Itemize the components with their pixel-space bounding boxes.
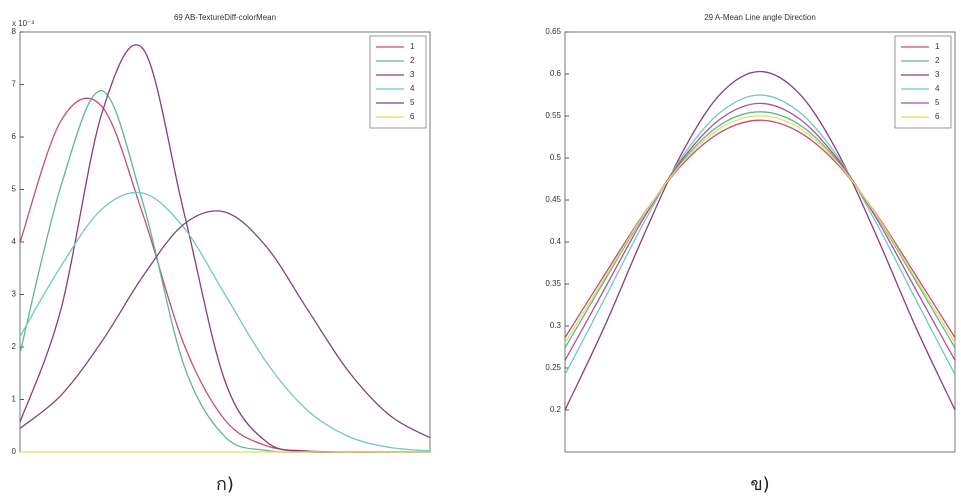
chart-title: 69 AB-TextureDiff-colorMean [174, 13, 276, 22]
y-tick-label: 0.4 [550, 237, 562, 246]
legend-label: 5 [935, 98, 940, 107]
caption: ข) [750, 474, 769, 495]
legend-label: 2 [410, 56, 415, 65]
y-tick-label: 7 [12, 80, 17, 89]
legend-label: 1 [935, 42, 940, 51]
y-tick-label: 8 [12, 27, 17, 36]
series-line [564, 102, 956, 361]
y-tick-label: 0.55 [545, 111, 561, 120]
y-tick-label: 0.65 [545, 27, 561, 36]
chart-title: 29 A-Mean Line angle Direction [704, 13, 816, 22]
series-line [564, 119, 956, 339]
legend-box [894, 35, 952, 129]
y-tick-label: 2 [12, 342, 17, 351]
series-line [19, 191, 431, 452]
legend-label: 4 [410, 84, 415, 93]
y-tick-label: 6 [12, 132, 17, 141]
y-tick-label: 3 [12, 290, 17, 299]
y-tick-label: 0.6 [550, 69, 562, 78]
y-tick-label: 0 [12, 447, 17, 456]
legend-label: 6 [410, 112, 415, 121]
legend-label: 3 [935, 70, 940, 79]
y-tick-label: 0.5 [550, 153, 562, 162]
legend-label: 2 [935, 56, 940, 65]
legend-label: 1 [410, 42, 415, 51]
series-line [564, 111, 956, 349]
y-tick-label: 0.45 [545, 195, 561, 204]
series-line [564, 70, 956, 411]
plot-area [19, 31, 431, 453]
series-line [564, 115, 956, 344]
y-tick-label: 0.2 [550, 405, 562, 414]
y-tick-label: 5 [12, 185, 17, 194]
series-line [19, 210, 431, 439]
y-tick-label: 1 [12, 395, 17, 404]
legend-label: 4 [935, 84, 940, 93]
legend-label: 3 [410, 70, 415, 79]
caption: ก) [216, 474, 234, 495]
y-tick-label: 0.35 [545, 279, 561, 288]
y-tick-label: 0.3 [550, 321, 562, 330]
y-multiplier: x 10⁻³ [12, 19, 34, 28]
legend-label: 5 [410, 98, 415, 107]
legend-box [369, 35, 427, 129]
legend-label: 6 [935, 112, 940, 121]
series-line [564, 94, 956, 376]
y-tick-label: 0.25 [545, 363, 561, 372]
y-tick-label: 4 [12, 237, 17, 246]
